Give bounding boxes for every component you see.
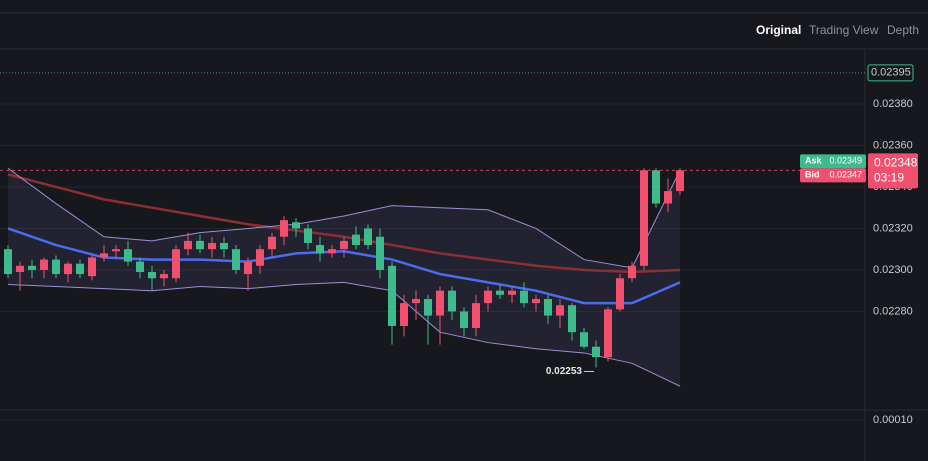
- candle-body: [568, 305, 576, 333]
- candle-body: [640, 170, 648, 266]
- indicator-line: [7, 281, 681, 387]
- candle-body: [64, 263, 72, 275]
- candle-body: [244, 261, 252, 275]
- y-tick-label: 0.02360: [873, 139, 913, 151]
- candle-body: [544, 298, 552, 316]
- tab-depth[interactable]: Depth: [887, 23, 919, 37]
- candle-body: [448, 290, 456, 312]
- ask-label: Ask: [805, 156, 823, 166]
- candle-body: [112, 249, 120, 252]
- candle-body: [556, 305, 564, 316]
- candle-body: [388, 265, 396, 326]
- candle-body: [376, 236, 384, 270]
- y-tick-label: 0.02300: [873, 264, 913, 276]
- candle-body: [460, 311, 468, 329]
- candle-body: [292, 222, 300, 229]
- candle-body: [628, 265, 636, 279]
- countdown: 03:19: [874, 171, 904, 185]
- candle-body: [604, 309, 612, 358]
- candle-body: [520, 290, 528, 304]
- ask-box: [800, 154, 866, 169]
- candle-body: [532, 298, 540, 304]
- candle-body: [508, 290, 516, 295]
- candle-body: [28, 265, 36, 270]
- last-price-label: 0.02348: [874, 156, 918, 170]
- candle-body: [580, 332, 588, 347]
- tab-original[interactable]: Original: [756, 23, 801, 37]
- y-tick-label: 0.02380: [873, 98, 913, 110]
- candle-body: [436, 290, 444, 316]
- band-fill: [8, 168, 680, 387]
- candle-body: [484, 290, 492, 304]
- candle-body: [268, 236, 276, 250]
- candle-body: [424, 298, 432, 316]
- low-label: 0.02253: [546, 366, 583, 377]
- candle-body: [316, 245, 324, 254]
- candle-body: [280, 220, 288, 237]
- y-tick-label: 0.02280: [873, 305, 913, 317]
- candle-body: [4, 249, 12, 275]
- candle-body: [196, 240, 204, 250]
- indicator-line: [7, 167, 681, 269]
- candle-body: [208, 242, 216, 250]
- candle-body: [664, 191, 672, 204]
- candle-body: [160, 274, 168, 279]
- candle-body: [220, 242, 228, 250]
- candle-body: [652, 170, 660, 204]
- candle-body: [472, 303, 480, 329]
- candle-body: [184, 240, 192, 250]
- candle-body: [40, 259, 48, 270]
- tab-trading-view[interactable]: Trading View: [809, 23, 879, 37]
- candle-body: [352, 234, 360, 246]
- ask-value: 0.02349: [829, 156, 862, 166]
- candle-body: [232, 249, 240, 270]
- candle-body: [340, 240, 348, 250]
- candle-body: [400, 303, 408, 326]
- candle-body: [676, 170, 684, 192]
- bid-box: [800, 168, 866, 183]
- candle-body: [304, 228, 312, 243]
- candle-body: [136, 261, 144, 273]
- candle-body: [76, 263, 84, 275]
- reference-label-box: [867, 64, 914, 82]
- volume-tick-label: 0.00010: [873, 414, 913, 426]
- candle-body: [88, 257, 96, 277]
- candle-body: [496, 290, 504, 295]
- bid-value: 0.02347: [829, 170, 862, 180]
- reference-label: 0.02395: [871, 67, 911, 79]
- candle-body: [148, 272, 156, 279]
- y-tick-label: 0.02320: [873, 222, 913, 234]
- candle-body: [328, 249, 336, 254]
- bid-label: Bid: [805, 170, 820, 180]
- candle-body: [52, 259, 60, 275]
- candle-body: [256, 249, 264, 266]
- candle-body: [364, 228, 372, 246]
- candle-body: [16, 265, 24, 273]
- candle-body: [592, 346, 600, 358]
- candle-body: [616, 278, 624, 310]
- last-price-box: [868, 153, 918, 189]
- candle-body: [124, 249, 132, 262]
- candle-body: [172, 249, 180, 279]
- candle-body: [412, 298, 420, 304]
- candle-body: [100, 253, 108, 258]
